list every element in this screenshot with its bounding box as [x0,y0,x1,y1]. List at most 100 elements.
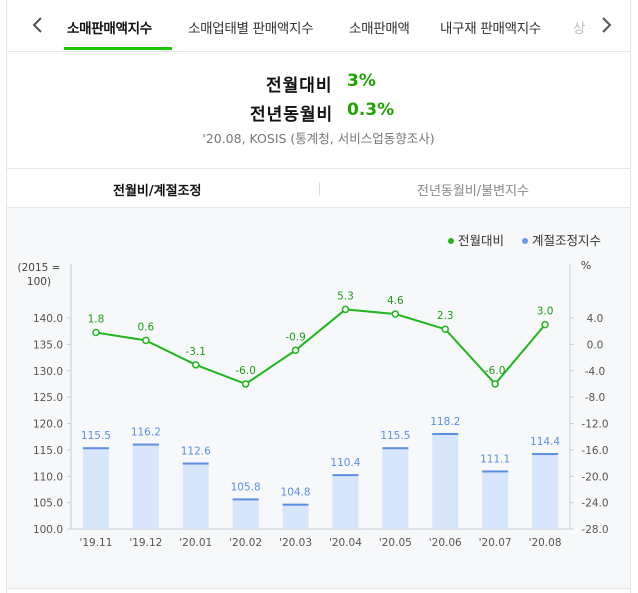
legend-seasonal-dot [522,237,528,244]
mom-value-label: -6.0 [235,365,256,377]
mom-value-label: 2.3 [437,310,454,322]
bar-value-label: 104.8 [281,487,311,499]
retail-sales-card: 소매판매액지수 소매업태별 판매액지수 소매판매액 내구재 판매액지수 상 전월… [6,0,631,593]
bar-top-3 [232,498,259,501]
mom-point-3 [241,380,250,388]
mom-point-2 [192,361,200,369]
chart-area: 전월대비 계절조정지수 (2015 = 100)% 100.0 105.0 110.0 1… [7,208,630,588]
subtab-yoy-constant[interactable]: 전년동월비/불변지수 [417,184,530,199]
chevron-left-icon[interactable] [25,12,51,38]
mom-line [95,308,546,386]
right-tick-label: -24.0 [581,498,608,510]
right-tick-label: 4.0 [587,313,604,325]
x-tick-label: '20.06 [429,537,462,549]
bar-9 [532,453,559,529]
bar-top-4 [282,503,309,506]
mom-value-label: -0.9 [285,331,306,343]
x-tick-label: '20.01 [179,537,212,549]
bar-value-label: 116.2 [131,427,161,439]
right-tick-label: -4.0 [585,366,606,378]
active-tab-indicator [64,47,172,50]
legend-mom-dot [448,237,454,244]
left-tick-label: 125.0 [33,392,63,404]
bar-top-2 [182,462,209,465]
bar-top-7 [432,432,459,435]
combo-chart: (2015 = 100)% 100.0 105.0 110.0 115.0 120.0 125… [18,259,609,549]
mom-value-label: 4.6 [387,295,404,307]
right-tick-label: -8.0 [585,392,606,404]
x-tick-label: '20.08 [529,537,562,549]
mom-point-9 [541,320,549,329]
right-tick-label: -20.0 [581,471,608,483]
left-tick-label: 105.0 [33,498,63,510]
tab-partial[interactable]: 상 [573,21,586,37]
mom-point-1 [142,336,150,345]
left-tick-label: 140.0 [33,313,63,325]
bar-value-label: 115.5 [380,430,410,442]
bar-1 [132,443,159,529]
yoy-label: 전년동월비 [250,105,334,125]
subtab-mom-seasonal[interactable]: 전월비/계절조정 [113,184,202,199]
right-tick-label: -28.0 [581,524,608,536]
mom-point-0 [92,328,100,337]
x-tick-label: '20.04 [329,537,362,549]
bar-value-label: 118.2 [430,416,460,428]
bar-value-label: 114.4 [530,436,560,448]
bar-top-6 [382,447,409,450]
mom-value: 3% [347,71,376,91]
bar-value-label: 105.8 [231,481,261,493]
x-tick-label: '20.02 [229,537,262,549]
legend-item-seasonal[interactable]: 계절조정지수 [522,230,601,249]
mom-point-7 [441,325,449,333]
mom-label: 전월대비 [266,76,333,96]
bar-top-9 [532,453,559,456]
bar-value-label: 112.6 [181,446,211,458]
sub-tabs: 전월비/계절조정 전년동월비/불변지수 [7,170,630,208]
bar-7 [432,432,459,529]
mom-value-label: -3.1 [186,346,207,358]
mom-point-4 [291,346,300,355]
right-axis-unit: % [581,259,591,272]
bar-5 [332,474,359,529]
tab-retail-sales[interactable]: 소매판매액 [349,21,410,37]
bar-4 [282,503,309,529]
legend-mom-label: 전월대비 [458,233,505,248]
mom-value-label: 5.3 [337,290,354,302]
bar-2 [182,462,209,529]
mom-point-8 [491,380,499,388]
bar-top-1 [132,443,159,446]
left-tick-label: 130.0 [33,366,63,378]
bar-3 [232,498,259,529]
tab-retail-sales-index[interactable]: 소매판매액지수 [67,21,152,37]
bar-top-5 [332,474,359,477]
mom-value-label: 3.0 [537,306,554,318]
legend-item-mom[interactable]: 전월대비 [448,230,504,249]
mom-value-label: 1.8 [88,314,105,326]
left-axis-unit-line2: 100) [27,276,51,288]
chevron-right-icon[interactable] [593,12,619,38]
mom-value-label: 0.6 [137,321,154,333]
category-tab-bar: 소매판매액지수 소매업태별 판매액지수 소매판매액 내구재 판매액지수 상 [7,0,630,52]
x-tick-label: '19.11 [79,537,112,549]
x-tick-label: '20.03 [279,537,312,549]
tab-durable-goods-index[interactable]: 내구재 판매액지수 [440,21,541,37]
mom-point-6 [391,310,400,318]
bar-top-0 [82,447,109,450]
bar-top-8 [482,470,509,473]
x-tick-label: '20.07 [479,537,512,549]
tab-retail-by-business-type[interactable]: 소매업태별 판매액지수 [188,21,314,37]
left-tick-label: 110.0 [33,471,63,483]
left-tick-label: 115.0 [33,445,63,457]
left-tick-label: 100.0 [33,524,63,536]
left-tick-label: 120.0 [33,419,63,431]
bar-value-label: 110.4 [330,457,360,469]
bar-value-label: 115.5 [81,430,111,442]
bar-6 [382,447,409,529]
bar-value-label: 111.1 [480,453,510,465]
subtab-divider [319,182,320,196]
left-axis-unit-line1: (2015 = [18,262,61,274]
right-tick-label: -12.0 [581,419,608,431]
x-tick-label: '20.05 [379,537,412,549]
category-tabs: 소매판매액지수 소매업태별 판매액지수 소매판매액 내구재 판매액지수 상 [55,0,587,51]
yoy-value: 0.3% [347,100,395,120]
